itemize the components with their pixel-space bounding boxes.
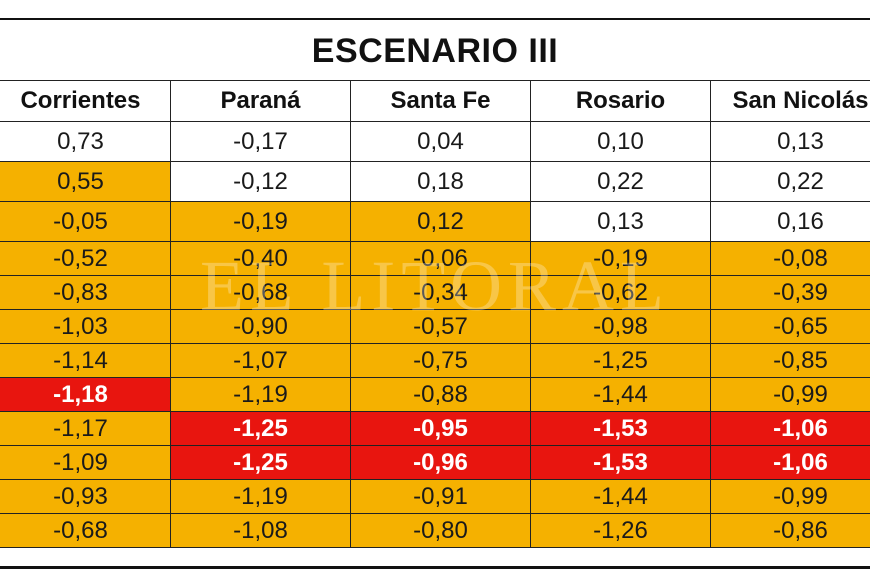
- table-cell: -1,19: [170, 479, 351, 514]
- col-header-santa-fe: Santa Fe: [350, 80, 531, 122]
- table-cell: -0,34: [350, 275, 531, 310]
- table-cell: -0,83: [0, 275, 171, 310]
- table-cell: 0,04: [350, 121, 531, 162]
- table-cell: -0,19: [170, 201, 351, 242]
- table-cell: 0,73: [0, 121, 171, 162]
- table-cell: -0,90: [170, 309, 351, 344]
- table-cell: -0,75: [350, 343, 531, 378]
- table-cell: -1,06: [710, 445, 870, 480]
- table-cell: -0,85: [710, 343, 870, 378]
- col-header-parana: Paraná: [170, 80, 351, 122]
- bottom-rule: [0, 566, 870, 569]
- table-row: -1,03 -0,90 -0,57 -0,98 -0,65: [0, 309, 870, 344]
- table-cell: -0,88: [350, 377, 531, 412]
- scenario-table: Corrientes Paraná Santa Fe Rosario San N…: [0, 80, 870, 548]
- table-row: -0,93 -1,19 -0,91 -1,44 -0,99: [0, 479, 870, 514]
- header-row: Corrientes Paraná Santa Fe Rosario San N…: [0, 80, 870, 122]
- table-cell: -0,93: [0, 479, 171, 514]
- table-cell: -1,44: [530, 377, 711, 412]
- table-cell: 0,18: [350, 161, 531, 202]
- table-cell: -0,65: [710, 309, 870, 344]
- table-cell: -0,62: [530, 275, 711, 310]
- table-row: -0,83 -0,68 -0,34 -0,62 -0,39: [0, 275, 870, 310]
- table-cell: 0,22: [710, 161, 870, 202]
- table-cell: -1,14: [0, 343, 171, 378]
- table-cell: 0,55: [0, 161, 171, 202]
- table-cell: -0,39: [710, 275, 870, 310]
- table-cell: -1,06: [710, 411, 870, 446]
- table-cell: -0,99: [710, 377, 870, 412]
- table-cell: 0,13: [530, 201, 711, 242]
- table-cell: -1,53: [530, 445, 711, 480]
- col-header-rosario: Rosario: [530, 80, 711, 122]
- table-cell: -0,68: [0, 513, 171, 548]
- table-cell: -0,19: [530, 241, 711, 276]
- table-cell: -1,17: [0, 411, 171, 446]
- table-cell: -1,44: [530, 479, 711, 514]
- col-header-san-nicolas: San Nicolás: [710, 80, 870, 122]
- table-cell: -0,52: [0, 241, 171, 276]
- table-cell: -0,06: [350, 241, 531, 276]
- table-cell: -1,26: [530, 513, 711, 548]
- table-cell: -0,96: [350, 445, 531, 480]
- table-cell: -1,25: [170, 445, 351, 480]
- table-cell: 0,22: [530, 161, 711, 202]
- table-cell: -0,57: [350, 309, 531, 344]
- table-cell: 0,16: [710, 201, 870, 242]
- table-cell: -0,08: [710, 241, 870, 276]
- table-cell: -0,99: [710, 479, 870, 514]
- table-row: -1,09 -1,25 -0,96 -1,53 -1,06: [0, 445, 870, 480]
- table-row: -0,52 -0,40 -0,06 -0,19 -0,08: [0, 241, 870, 276]
- table-cell: -0,80: [350, 513, 531, 548]
- table-cell: -0,91: [350, 479, 531, 514]
- table-cell: -0,98: [530, 309, 711, 344]
- table-cell: -1,19: [170, 377, 351, 412]
- table-body: 0,73 -0,17 0,04 0,10 0,13 0,55 -0,12 0,18 0,22 0,…: [0, 121, 870, 548]
- table-cell: 0,13: [710, 121, 870, 162]
- table-cell: -0,12: [170, 161, 351, 202]
- table-cell: -0,95: [350, 411, 531, 446]
- table-cell: -0,05: [0, 201, 171, 242]
- table-cell: -0,86: [710, 513, 870, 548]
- table-row: 0,73 -0,17 0,04 0,10 0,13: [0, 121, 870, 162]
- table-cell: -1,53: [530, 411, 711, 446]
- top-rule: [0, 18, 870, 20]
- col-header-corrientes: Corrientes: [0, 80, 171, 122]
- table-cell: -1,07: [170, 343, 351, 378]
- table-row: 0,55 -0,12 0,18 0,22 0,22: [0, 161, 870, 202]
- table-title: ESCENARIO III: [311, 31, 559, 70]
- table-cell: -1,03: [0, 309, 171, 344]
- table-cell: 0,12: [350, 201, 531, 242]
- table-row: -0,68 -1,08 -0,80 -1,26 -0,86: [0, 513, 870, 548]
- table-cell: -0,40: [170, 241, 351, 276]
- table-cell: -1,25: [530, 343, 711, 378]
- table-row: -1,18 -1,19 -0,88 -1,44 -0,99: [0, 377, 870, 412]
- table-row: -0,05 -0,19 0,12 0,13 0,16: [0, 201, 870, 242]
- table-row: -1,17 -1,25 -0,95 -1,53 -1,06: [0, 411, 870, 446]
- table-row: -1,14 -1,07 -0,75 -1,25 -0,85: [0, 343, 870, 378]
- table-cell: -1,09: [0, 445, 171, 480]
- table-cell: -1,18: [0, 377, 171, 412]
- table-cell: -1,25: [170, 411, 351, 446]
- table-cell: -0,17: [170, 121, 351, 162]
- table-cell: -0,68: [170, 275, 351, 310]
- table-cell: -1,08: [170, 513, 351, 548]
- table-cell: 0,10: [530, 121, 711, 162]
